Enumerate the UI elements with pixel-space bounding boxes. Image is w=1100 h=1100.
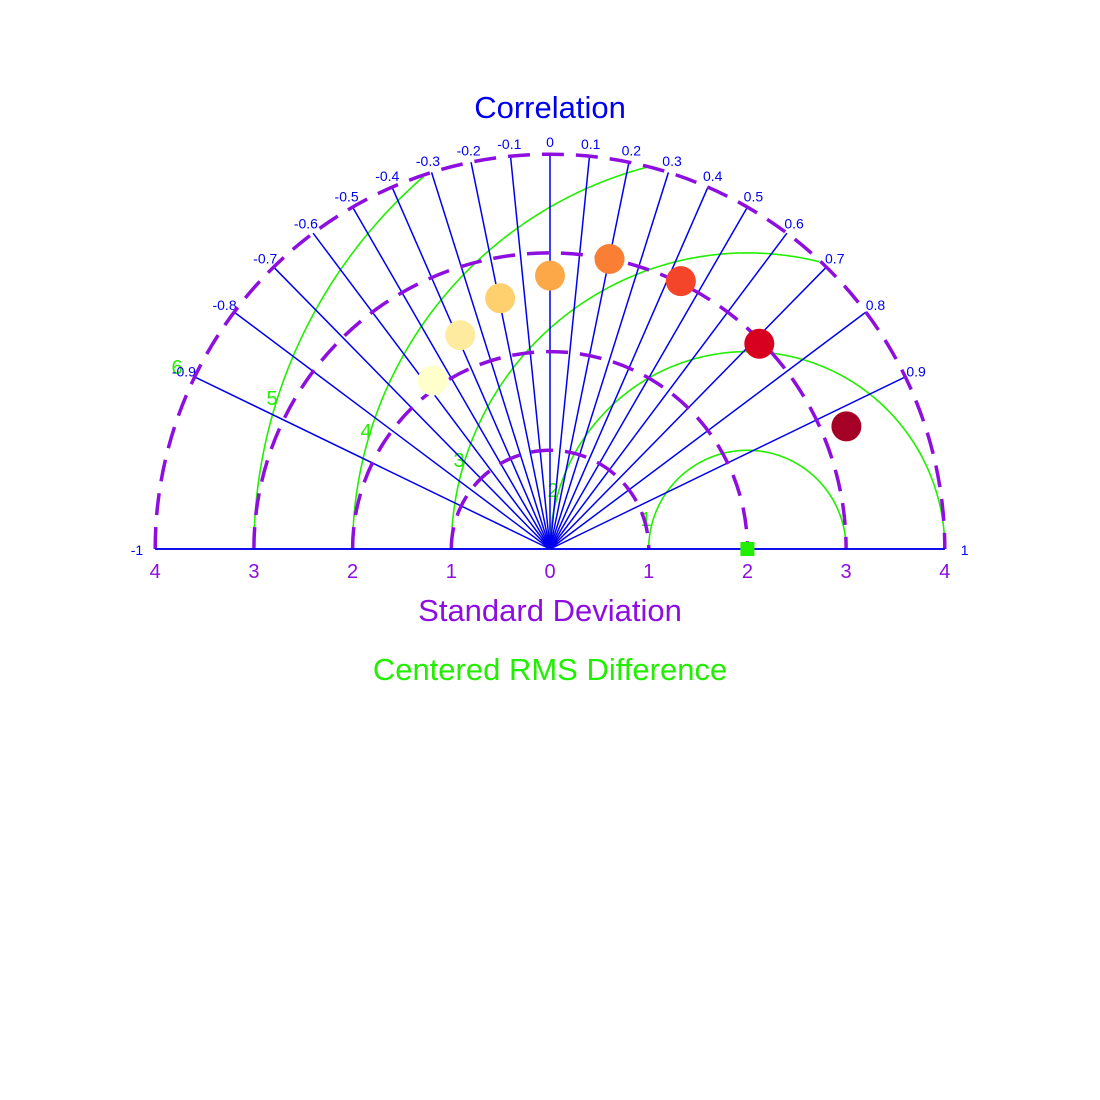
correlation-tick-label: -0.6 [294,216,318,232]
correlation-tick-label: -0.5 [335,189,359,205]
rms-axis-label: Centered RMS Difference [373,652,727,687]
correlation-tick-label: -0.7 [253,250,277,266]
rms-contour-label: 2 [547,480,558,502]
std-dev-tick-label: 2 [742,561,753,583]
correlation-tick-label: 0 [546,134,554,150]
data-point-7 [445,320,476,351]
correlation-tick-label: -0.3 [416,153,440,169]
correlation-tick-label: -1 [131,542,144,558]
data-point-6 [485,283,516,314]
data-point-2 [744,328,775,359]
std-dev-tick-label: 4 [939,561,950,583]
correlation-tick-label: -0.4 [375,168,399,184]
correlation-tick-label: 0.6 [784,216,804,232]
std-dev-tick-label: 3 [248,561,259,583]
std-dev-circle-3 [252,251,848,550]
data-point-8 [417,365,448,396]
std-dev-circle-4 [153,152,947,550]
rms-contour-label: 4 [360,421,371,443]
rms-contour-5 [253,175,425,550]
correlation-tick-label: 0.2 [622,142,642,158]
correlation-line [391,186,551,550]
data-point-3 [665,266,696,297]
correlation-line [549,232,788,550]
std-dev-tick-label: 1 [643,561,654,583]
correlation-line [549,172,670,550]
correlation-tick-label: 0.1 [581,136,601,152]
std-dev-tick-label: 0 [544,561,555,583]
correlation-line [549,156,591,550]
rms-contour-3 [450,252,820,550]
correlation-tick-label: 0.3 [662,153,682,169]
rms-contour-1 [647,449,847,549]
correlation-tick-label: 0.9 [906,364,926,380]
correlation-tick-label: 0.5 [744,189,764,205]
std-dev-tick-label: 1 [446,561,457,583]
std-dev-grid: 0 1 2 3 4 1 2 3 4 [150,152,950,583]
rms-contour-label: 3 [453,450,464,472]
correlation-tick-label: -0.2 [457,142,481,158]
data-points [417,243,862,556]
rms-contour-label: 6 [171,357,182,379]
rms-contour-label: 5 [266,388,277,410]
std-dev-axis-label: Standard Deviation [418,593,682,628]
reference-point [740,542,755,556]
correlation-tick-label: 0.7 [825,250,845,266]
correlation-tick-label: 1 [961,542,969,558]
correlation-line [470,162,551,550]
correlation-tick-label: 0.4 [703,168,723,184]
data-point-5 [535,260,565,291]
correlation-title: Correlation [474,90,626,125]
std-dev-tick-label: 2 [347,561,358,583]
correlation-tick-label: -0.8 [212,297,236,313]
std-dev-tick-label: 3 [841,561,852,583]
correlation-line [233,311,551,550]
rms-contour-4 [351,166,649,550]
correlation-tick-label: 0.8 [866,297,886,313]
correlation-tick-label: -0.9 [172,364,196,380]
std-dev-circle-1 [449,448,651,550]
std-dev-circle-2 [350,349,750,550]
data-point-4 [594,243,625,274]
correlation-tick-label: -0.1 [497,136,521,152]
std-dev-tick-label: 4 [150,561,161,583]
data-point-1 [831,411,862,442]
